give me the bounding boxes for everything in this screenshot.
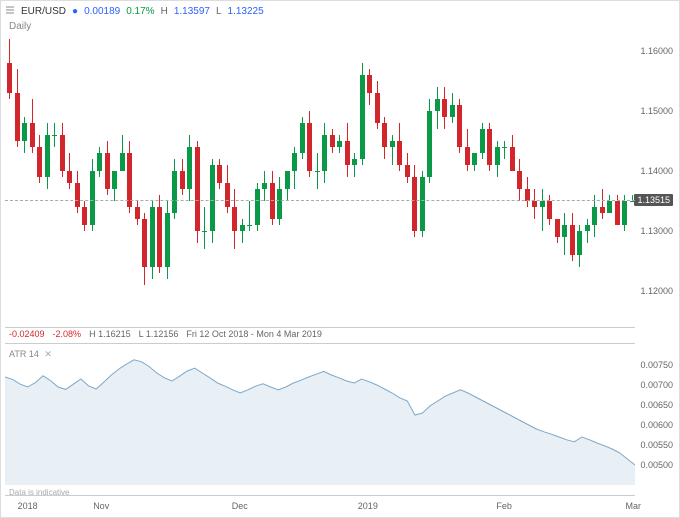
- price-tick: 1.12000: [640, 286, 673, 296]
- atr-tick: 0.00650: [640, 400, 673, 410]
- low-value: 1.13225: [228, 6, 264, 17]
- current-price-badge: 1.13515: [634, 194, 673, 206]
- price-tick: 1.16000: [640, 46, 673, 56]
- time-tick: 2018: [18, 501, 38, 511]
- panel-divider-2: [5, 343, 635, 344]
- atr-tick: 0.00750: [640, 360, 673, 370]
- range-change-abs: -0.02409: [9, 329, 45, 339]
- price-tick: 1.13000: [640, 226, 673, 236]
- range-low-label: L: [139, 329, 144, 339]
- time-tick: Nov: [93, 501, 109, 511]
- range-high-val: 1.16215: [98, 329, 131, 339]
- atr-tick: 0.00500: [640, 460, 673, 470]
- high-value: 1.13597: [174, 6, 210, 17]
- change-abs: 0.00189: [84, 6, 120, 17]
- current-price-line: [5, 200, 635, 201]
- time-tick: 2019: [358, 501, 378, 511]
- high-label: H: [161, 6, 168, 17]
- time-tick: Dec: [232, 501, 248, 511]
- atr-tick: 0.00600: [640, 420, 673, 430]
- panel-divider: [5, 327, 635, 328]
- atr-tick: 0.00550: [640, 440, 673, 450]
- range-change-pct: -2.08%: [53, 329, 82, 339]
- time-axis: 2018NovDec2019FebMar: [5, 495, 635, 513]
- chart-container: EUR/USD ● 0.00189 0.17% H 1.13597 L 1.13…: [0, 0, 680, 518]
- price-tick: 1.14000: [640, 166, 673, 176]
- date-range: Fri 12 Oct 2018 - Mon 4 Mar 2019: [186, 329, 322, 339]
- symbol-label[interactable]: EUR/USD: [21, 6, 66, 17]
- atr-tick: 0.00700: [640, 380, 673, 390]
- time-tick: Mar: [626, 501, 642, 511]
- range-stats: -0.02409 -2.08% H 1.16215 L 1.12156 Fri …: [9, 329, 322, 339]
- candlestick-panel[interactable]: [5, 21, 635, 321]
- menu-icon[interactable]: [5, 5, 15, 18]
- range-low-val: 1.12156: [146, 329, 179, 339]
- change-pct: 0.17%: [126, 6, 154, 17]
- dot-icon: ●: [72, 6, 78, 17]
- atr-panel[interactable]: [5, 345, 635, 485]
- atr-area: [5, 345, 635, 485]
- time-tick: Feb: [496, 501, 512, 511]
- low-label: L: [216, 6, 222, 17]
- atr-axis: 0.00500 0.00550 0.00600 0.00650 0.00700 0.007…: [633, 345, 675, 485]
- range-high-label: H: [89, 329, 96, 339]
- price-axis: 1.12000 1.13000 1.14000 1.15000 1.16000 1.135…: [633, 21, 675, 321]
- price-tick: 1.15000: [640, 106, 673, 116]
- chart-header: EUR/USD ● 0.00189 0.17% H 1.13597 L 1.13…: [5, 5, 264, 18]
